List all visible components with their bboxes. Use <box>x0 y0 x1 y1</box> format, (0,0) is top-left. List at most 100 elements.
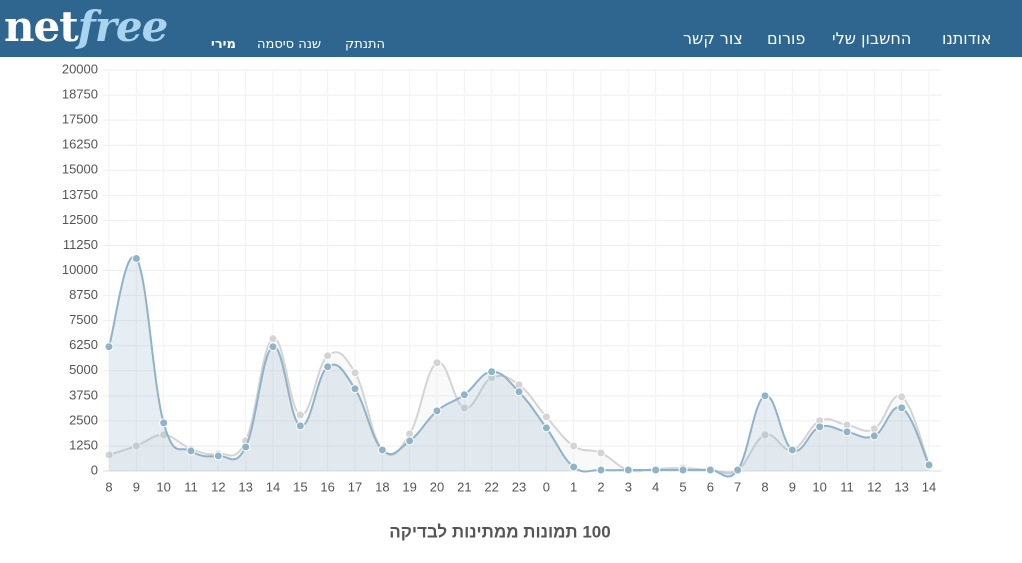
x-tick-label: 8 <box>761 479 768 494</box>
x-tick-label: 12 <box>211 479 225 494</box>
y-tick-label: 20000 <box>62 61 98 76</box>
x-tick-label: 17 <box>348 479 362 494</box>
data-point <box>760 430 770 440</box>
data-point <box>350 368 360 378</box>
data-point <box>569 441 579 451</box>
x-tick-label: 11 <box>840 479 854 494</box>
nav-link[interactable]: צור קשר <box>683 29 743 48</box>
y-tick-label: 12500 <box>62 212 98 227</box>
data-point <box>213 451 223 461</box>
data-point <box>241 442 251 452</box>
x-tick-label: 6 <box>707 479 714 494</box>
header: netfree מירי שנה סיסמה התנתק אודותנו החש… <box>0 0 1022 57</box>
data-point <box>705 465 715 475</box>
data-point <box>924 460 934 470</box>
logo-text: net <box>4 2 79 51</box>
data-point <box>514 387 524 397</box>
x-tick-label: 22 <box>484 479 498 494</box>
data-point <box>295 421 305 431</box>
logo-text: free <box>77 2 169 51</box>
x-tick-label: 23 <box>512 479 526 494</box>
y-tick-label: 0 <box>91 462 98 477</box>
data-point <box>323 362 333 372</box>
logo[interactable]: netfree <box>4 2 169 52</box>
data-point <box>295 410 305 420</box>
x-tick-label: 14 <box>266 479 280 494</box>
data-point <box>131 441 141 451</box>
chart-title: 100 תמונות ממתינות לבדיקה <box>389 522 610 541</box>
data-point <box>159 418 169 428</box>
data-point <box>377 445 387 455</box>
y-tick-label: 2500 <box>69 412 98 427</box>
nav-link[interactable]: החשבון שלי <box>832 29 912 48</box>
data-point <box>596 465 606 475</box>
x-tick-label: 18 <box>375 479 389 494</box>
x-tick-label: 0 <box>543 479 550 494</box>
series-area <box>109 338 929 474</box>
y-tick-label: 8750 <box>69 287 98 302</box>
data-point <box>459 390 469 400</box>
x-tick-label: 13 <box>894 479 908 494</box>
nav-link[interactable]: פורום <box>767 29 806 48</box>
data-point <box>733 465 743 475</box>
x-tick-label: 4 <box>652 479 659 494</box>
y-tick-label: 7500 <box>69 312 98 327</box>
data-point <box>131 253 141 263</box>
x-tick-label: 15 <box>293 479 307 494</box>
data-point <box>487 367 497 377</box>
x-tick-label: 9 <box>789 479 796 494</box>
data-point <box>815 422 825 432</box>
data-point <box>323 351 333 361</box>
y-tick-label: 3750 <box>69 387 98 402</box>
logout[interactable]: התנתק <box>345 37 386 52</box>
y-tick-label: 13750 <box>62 187 98 202</box>
x-tick-label: 12 <box>867 479 881 494</box>
nav-link[interactable]: אודותנו <box>942 29 992 48</box>
x-tick-label: 20 <box>430 479 444 494</box>
data-point <box>760 391 770 401</box>
x-tick-label: 2 <box>597 479 604 494</box>
x-tick-label: 8 <box>105 479 112 494</box>
data-point <box>623 465 633 475</box>
x-tick-label: 16 <box>320 479 334 494</box>
data-point <box>350 384 360 394</box>
x-tick-label: 14 <box>922 479 936 494</box>
chart: 100 תמונות ממתינות לבדיקה 01250250037505… <box>62 61 941 541</box>
x-tick-label: 19 <box>402 479 416 494</box>
x-tick-label: 13 <box>238 479 252 494</box>
data-point <box>104 450 114 460</box>
data-point <box>787 445 797 455</box>
data-point <box>569 462 579 472</box>
series-area <box>109 256 929 477</box>
x-tick-label: 9 <box>133 479 140 494</box>
y-tick-label: 11250 <box>63 237 98 252</box>
data-point <box>897 392 907 402</box>
y-tick-label: 17500 <box>62 112 98 127</box>
data-point <box>268 342 278 352</box>
data-point <box>541 423 551 433</box>
data-point <box>405 436 415 446</box>
data-point <box>459 403 469 413</box>
data-point <box>268 334 278 344</box>
data-point <box>186 446 196 456</box>
data-point <box>678 465 688 475</box>
y-tick-label: 15000 <box>62 162 98 177</box>
data-point <box>104 342 114 352</box>
x-tick-label: 3 <box>625 479 632 494</box>
x-tick-label: 21 <box>457 479 471 494</box>
data-point <box>596 448 606 458</box>
data-point <box>432 406 442 416</box>
y-tick-label: 10000 <box>62 262 98 277</box>
y-tick-label: 6250 <box>69 337 98 352</box>
change-password[interactable]: שנה סיסמה <box>257 37 322 52</box>
data-point <box>897 403 907 413</box>
data-point <box>869 431 879 441</box>
data-point <box>541 412 551 422</box>
data-point <box>842 427 852 437</box>
x-tick-label: 7 <box>734 479 741 494</box>
data-point <box>651 465 661 475</box>
user-name[interactable]: מירי <box>211 37 236 52</box>
x-tick-label: 10 <box>812 479 826 494</box>
y-tick-label: 18750 <box>62 87 98 102</box>
